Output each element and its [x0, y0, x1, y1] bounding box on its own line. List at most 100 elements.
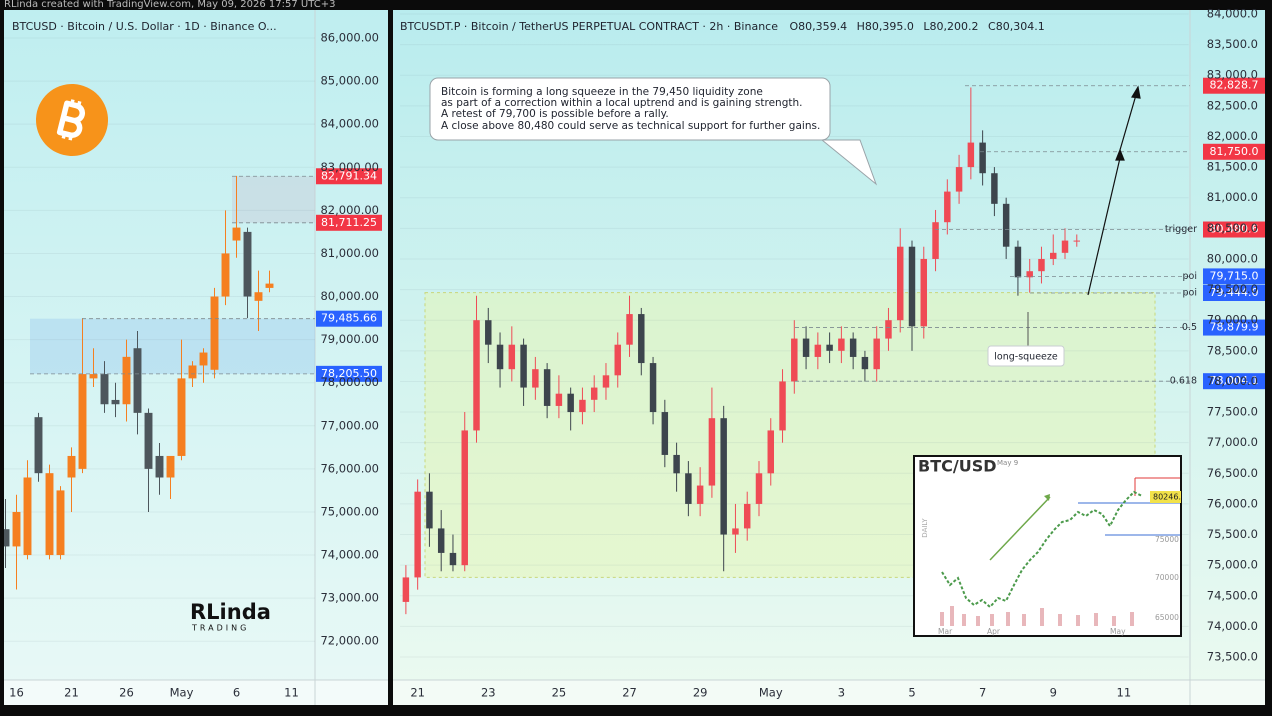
candle-body	[638, 314, 645, 364]
level-badge	[1203, 221, 1265, 238]
candle-body	[567, 393, 574, 413]
y-tick-label: 80,500.0	[1207, 221, 1258, 235]
candle-body	[111, 399, 120, 405]
candle-body	[243, 231, 252, 297]
level-label: 82,791.34	[321, 169, 377, 182]
inset-title: BTC/USD	[918, 457, 997, 476]
y-tick-label: 79,000.0	[1207, 313, 1258, 327]
y-tick-label: 73,000.00	[320, 591, 379, 605]
candle-body	[34, 417, 43, 474]
ohlc-low: L80,200.2	[923, 20, 978, 33]
candle-body	[78, 374, 87, 469]
candle-body	[826, 344, 833, 351]
level-tag: poi	[1183, 288, 1197, 299]
brand-name: RLinda	[190, 600, 271, 624]
level-badge	[1203, 143, 1265, 160]
y-tick-label: 77,000.0	[1207, 435, 1258, 449]
y-tick-label: 74,000.00	[320, 548, 379, 562]
level-tag: 0.618	[1170, 376, 1197, 387]
callout-label: long-squeeze	[994, 352, 1058, 363]
candle-body	[485, 320, 492, 345]
inset-chart: BTC/USD May 9 DAILY 80246. 75000 70000 6…	[913, 455, 1182, 637]
level-badge	[316, 310, 382, 327]
x-tick-label: May	[759, 686, 783, 700]
x-tick-label: 5	[908, 686, 915, 700]
x-tick-label: 11	[284, 686, 299, 700]
candle-body	[1038, 258, 1045, 272]
candle-body	[791, 338, 798, 382]
candle-body	[802, 338, 810, 357]
candle-body	[708, 418, 716, 486]
candle-body	[661, 412, 669, 455]
candle-body	[496, 344, 504, 370]
inset-timeframe: DAILY	[921, 518, 929, 538]
candle-body	[133, 348, 142, 413]
y-tick-label: 82,500.0	[1207, 98, 1258, 112]
y-tick-label: 79,500.0	[1207, 282, 1258, 296]
x-tick-label: 3	[838, 686, 845, 700]
candle-body	[532, 369, 539, 388]
candle-body	[1014, 246, 1022, 278]
inset-arrow-head	[1044, 494, 1050, 501]
candle-body	[555, 393, 563, 406]
candle-body	[1050, 252, 1057, 259]
candle-body	[4, 529, 10, 547]
candle-body	[626, 314, 633, 345]
candle-body	[590, 387, 598, 400]
candle-body	[449, 552, 457, 566]
y-tick-label: 80,000.00	[320, 289, 379, 303]
x-tick-label: 11	[1117, 686, 1132, 700]
price-zone	[30, 318, 315, 374]
candle-body	[414, 491, 421, 578]
level-badge	[316, 168, 382, 185]
level-label: 82,828.7	[1210, 79, 1259, 92]
y-tick-label: 84,000.00	[320, 117, 379, 131]
y-tick-label: 76,500.0	[1207, 466, 1258, 480]
x-tick-label: 29	[693, 686, 708, 700]
y-tick-label: 84,000.0	[1207, 6, 1258, 20]
right-plot	[400, 13, 1190, 658]
candle-body	[1061, 240, 1069, 253]
candle-body	[908, 246, 916, 327]
left-x-axis	[4, 680, 388, 705]
candle-body	[979, 142, 986, 174]
inset-month: Apr	[987, 627, 1001, 636]
y-tick-label: 80,000.0	[1207, 251, 1258, 265]
candle-body	[814, 344, 822, 357]
y-tick-label: 81,500.0	[1207, 160, 1258, 174]
candle-body	[967, 142, 975, 168]
candle-body	[944, 191, 951, 223]
chart-title: BTCUSDT.P · Bitcoin / TetherUS PERPETUAL…	[400, 20, 1045, 33]
level-label: 79,715.0	[1210, 269, 1259, 282]
candle-body	[955, 167, 963, 192]
inset-date: May 9	[997, 459, 1018, 467]
candle-body	[873, 338, 880, 370]
y-tick-label: 74,500.0	[1207, 588, 1258, 602]
candle-body	[89, 374, 98, 379]
candle-body	[188, 365, 197, 379]
x-tick-label: 27	[622, 686, 637, 700]
level-badge	[1203, 373, 1265, 390]
level-label: 78,004.1	[1210, 374, 1259, 387]
x-tick-label: 21	[64, 686, 79, 700]
y-tick-label: 77,500.0	[1207, 405, 1258, 419]
candle-body	[543, 369, 551, 406]
brand-tagline: TRADING	[191, 624, 249, 633]
candle-body	[67, 455, 76, 478]
y-tick-label: 78,000.0	[1207, 374, 1258, 388]
annotation-line: A close above 80,480 could serve as tech…	[441, 120, 820, 132]
candle-body	[685, 473, 692, 504]
candle-body	[1002, 203, 1010, 247]
annotation-line: Bitcoin is forming a long squeeze in the…	[441, 86, 763, 98]
candle-body	[1073, 240, 1081, 242]
inset-month: May	[1110, 627, 1126, 636]
candle-body	[56, 490, 65, 556]
y-tick-label: 85,000.00	[320, 74, 379, 88]
candle-body	[122, 356, 131, 405]
level-label: 79,444.0	[1210, 286, 1259, 299]
y-tick-label: 81,000.0	[1207, 190, 1258, 204]
level-label: 79,485.66	[321, 312, 377, 325]
y-tick-label: 83,500.0	[1207, 37, 1258, 51]
x-tick-label: May	[170, 686, 194, 700]
annotation-line: A retest of 79,700 is possible before a …	[441, 108, 669, 120]
